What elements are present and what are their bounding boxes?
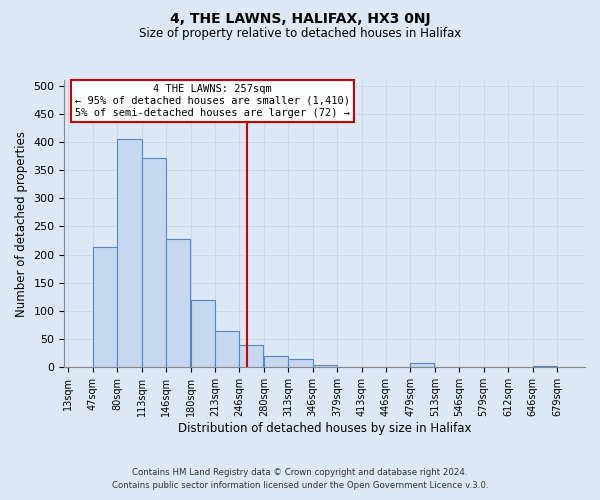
Text: 4 THE LAWNS: 257sqm
← 95% of detached houses are smaller (1,410)
5% of semi-deta: 4 THE LAWNS: 257sqm ← 95% of detached ho…: [75, 84, 350, 117]
Bar: [166, 239, 190, 368]
Bar: [191, 300, 215, 368]
X-axis label: Distribution of detached houses by size in Halifax: Distribution of detached houses by size …: [178, 422, 472, 435]
Text: 4, THE LAWNS, HALIFAX, HX3 0NJ: 4, THE LAWNS, HALIFAX, HX3 0NJ: [170, 12, 430, 26]
Bar: [215, 330, 239, 368]
Text: Contains HM Land Registry data © Crown copyright and database right 2024.: Contains HM Land Registry data © Crown c…: [132, 468, 468, 477]
Bar: [313, 364, 337, 368]
Bar: [239, 345, 263, 368]
Text: Contains public sector information licensed under the Open Government Licence v.: Contains public sector information licen…: [112, 482, 488, 490]
Bar: [264, 356, 289, 368]
Bar: [410, 363, 434, 368]
Bar: [117, 139, 142, 368]
Text: Size of property relative to detached houses in Halifax: Size of property relative to detached ho…: [139, 28, 461, 40]
Bar: [289, 360, 313, 368]
Bar: [533, 366, 557, 368]
Bar: [142, 158, 166, 368]
Y-axis label: Number of detached properties: Number of detached properties: [15, 130, 28, 316]
Bar: [93, 247, 117, 368]
